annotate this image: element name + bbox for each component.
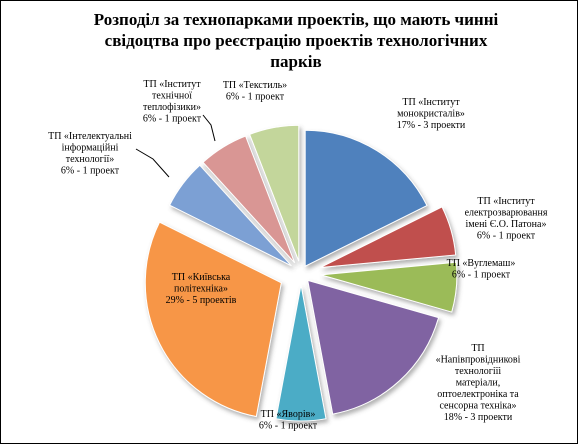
pie-slice [249, 124, 300, 262]
slice-label-line: ТП «Інститут [477, 196, 535, 207]
slice-label-line: 6% - 1 проект [61, 166, 120, 177]
slice-label-line: технології» [66, 154, 115, 165]
slice-label-line: монокристалів» [397, 109, 465, 120]
slice-label-line: 6% - 1 проект [477, 231, 536, 242]
slice-label-line: ТП «Київська [172, 272, 231, 283]
slice-label-line: електрозварювання [465, 208, 548, 219]
slice-label-line: 17% - 3 проекти [397, 120, 466, 131]
pie-slice [275, 284, 327, 422]
slice-label-line: технологіїі [455, 366, 502, 377]
pie-slice [307, 279, 440, 415]
slice-label-line: технічної [152, 91, 192, 102]
slice-label-line: ТП «Інститут [143, 79, 201, 90]
slice-label: ТП «Київська політехніка» 29% - 5 проектів [166, 272, 237, 306]
slice-label-line: сенсорна техніка» [439, 401, 516, 412]
chart-title-line: свідоцтва про реєстрацію проектів технол… [104, 31, 488, 50]
pie-slices [144, 124, 458, 422]
slice-label: ТП «Інститут електрозварювання імені Є.О. … [465, 196, 548, 242]
slice-label-line: 6% - 1 проект [143, 114, 202, 125]
slice-label: ТП «Яворів» 6% - 1 проект [259, 409, 318, 432]
slice-label-line: 6% - 1 проект [452, 270, 511, 281]
leader-line [202, 114, 216, 142]
slice-label-line: ТП [471, 343, 484, 354]
slice-label-line: 29% - 5 проектів [166, 295, 237, 306]
slice-label: ТП «Напівпровідникові технологіїі матеріали… [436, 343, 521, 423]
slice-label-line: ТП «Вуглемаш» [447, 258, 516, 269]
slice-label: ТП «Текстиль» 6% - 1 проект [223, 80, 287, 103]
slice-label: ТП «Інститут монокристалів» 17% - 3 проект… [397, 97, 466, 131]
chart-title: Розподіл за технопарками проектів, що ма… [61, 9, 531, 72]
slice-label-line: ТП «Текстиль» [223, 80, 287, 91]
leader-line [135, 148, 170, 178]
slice-label-line: «Напівпровідникові [436, 355, 521, 366]
slice-label-line: ТП «Інститут [402, 97, 460, 108]
slice-label: ТП «Інтелектуальні інформаційні технології… [48, 131, 132, 177]
slice-label-line: ТП «Яворів» [261, 409, 316, 420]
pie-slice [144, 221, 282, 418]
pie-slice [202, 135, 296, 264]
slice-label: ТП «Вуглемаш» 6% - 1 проект [447, 258, 516, 281]
slice-label-line: матеріали, [456, 378, 500, 389]
chart-title-line: Розподіл за технопарками проектів, що ма… [93, 10, 499, 29]
slice-label-line: 6% - 1 проект [226, 92, 285, 103]
slice-label-line: 18% - 3 проекти [444, 412, 513, 423]
slice-label: ТП «Інститут технічної теплофізики» 6% - 1 … [143, 79, 202, 125]
slice-label-line: політехніка» [174, 284, 228, 295]
slice-label-line: інформаційні [62, 143, 119, 154]
slice-label-line: оптоелектроніка та [437, 389, 519, 400]
slice-label-line: 6% - 1 проект [259, 421, 318, 432]
pie-slice [304, 129, 428, 268]
slice-label-line: ТП «Інтелектуальні [48, 131, 132, 142]
chart-title-line: парків [270, 52, 322, 71]
pie-slice [320, 206, 457, 269]
pie-slice [320, 261, 458, 313]
pie-slice [169, 164, 292, 267]
slice-label-line: імені Є.О. Патона» [466, 219, 547, 230]
slice-label-line: теплофізики» [143, 102, 201, 113]
